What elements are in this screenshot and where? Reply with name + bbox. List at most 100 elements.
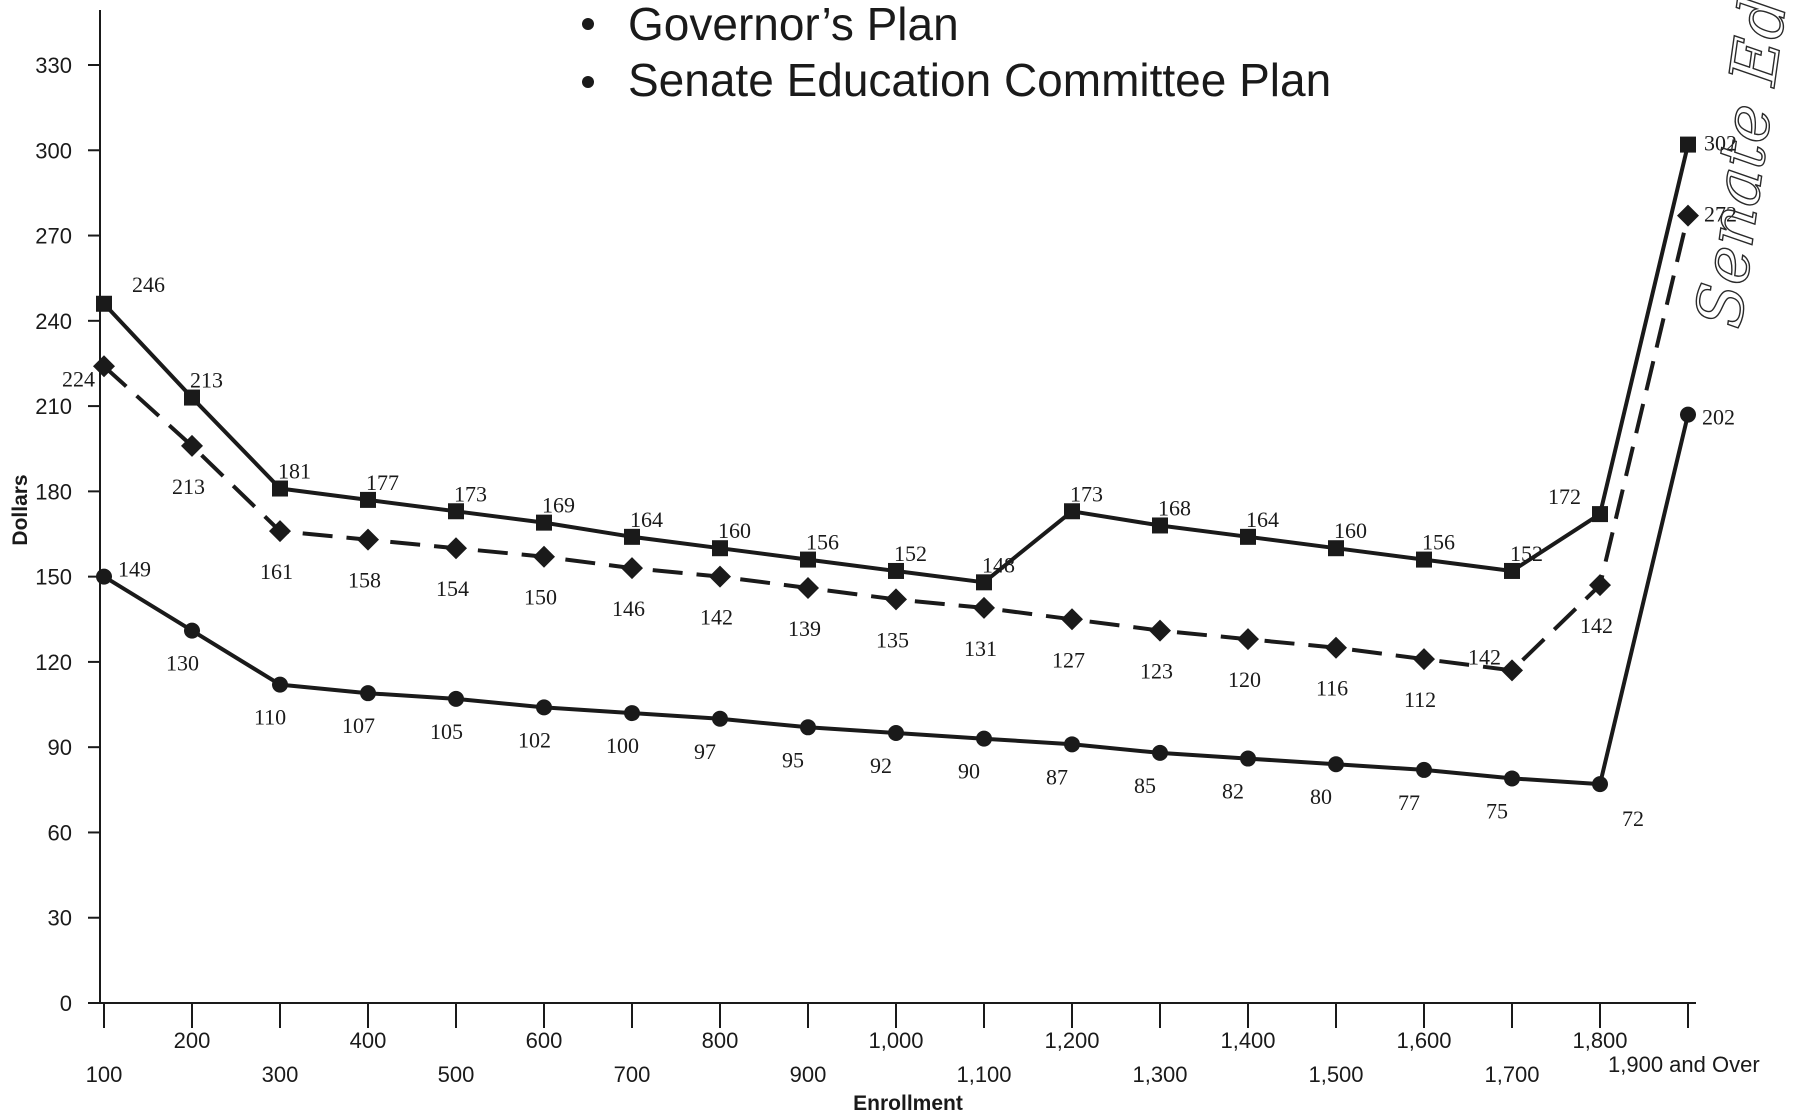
marker-governor-2 [272,480,288,497]
x-tick-label-17: 1,800 [1572,1028,1627,1053]
y-tick-label-7: 210 [35,394,72,419]
data-label-senate-committee-7: 142 [700,605,733,630]
data-label-governor-7: 160 [718,518,751,543]
marker-current-12 [1152,744,1168,761]
marker-current-0 [96,568,112,585]
x-tick-label-5: 600 [526,1028,563,1053]
marker-governor-11 [1064,503,1080,520]
data-label-current-12: 85 [1134,773,1156,798]
y-tick-label-4: 120 [35,650,72,675]
data-label-governor-2: 181 [278,459,311,484]
x-tick-label-1: 200 [174,1028,211,1053]
marker-senate-committee-4 [445,537,467,560]
x-tick-label-11: 1,200 [1044,1028,1099,1053]
marker-current-1 [184,622,200,639]
y-ticks: 0 30 60 90 120 150 180 210 240 270 300 330 [35,53,100,1016]
data-label-senate-committee-1: 213 [172,474,205,499]
data-label-governor-5: 169 [542,493,575,518]
marker-senate-committee-10 [973,596,995,619]
y-tick-label-9: 270 [35,224,72,249]
data-label-senate-committee-2: 161 [260,559,293,584]
data-label-current-18: 202 [1702,405,1735,430]
marker-governor-10 [976,574,992,591]
data-label-senate-committee-17: 142 [1580,613,1613,638]
y-tick-label-0: 0 [60,991,72,1016]
data-label-current-3: 107 [342,713,375,738]
marker-governor-0 [96,295,112,312]
x-tick-label-8: 900 [790,1062,827,1087]
marker-senate-committee-1 [181,434,203,457]
marker-governor-12 [1152,517,1168,534]
marker-senate-committee-3 [357,528,379,551]
marker-governor-16 [1504,562,1520,579]
x-axis-title: Enrollment [853,1092,963,1115]
x-tick-label-9: 1,000 [868,1028,923,1053]
data-label-senate-committee-6: 146 [612,596,645,621]
marker-current-15 [1416,761,1432,778]
marker-governor-4 [448,503,464,520]
legend-governor-plan: Governor’s Plan [628,0,959,50]
marker-governor-6 [624,528,640,545]
data-label-senate-committee-5: 150 [524,585,557,610]
marker-governor-3 [360,491,376,508]
marker-senate-committee-6 [621,557,643,580]
x-tick-label-15: 1,600 [1396,1028,1451,1053]
marker-senate-committee-15 [1413,648,1435,671]
marker-governor-15 [1416,551,1432,568]
series-layer [93,136,1699,793]
data-label-current-16: 75 [1486,798,1508,823]
data-label-governor-11: 173 [1070,481,1103,506]
data-label-senate-committee-4: 154 [436,576,469,601]
marker-current-18 [1680,406,1696,423]
data-label-governor-8: 156 [806,530,839,555]
data-label-senate-committee-16: 142 [1468,644,1501,669]
data-label-current-8: 95 [782,747,804,772]
marker-current-13 [1240,750,1256,767]
marker-governor-5 [536,514,552,531]
data-label-governor-6: 164 [630,507,663,532]
legend-senate-plan: Senate Education Committee Plan [628,54,1331,106]
data-label-senate-committee-13: 120 [1228,667,1261,692]
x-tick-label-7: 800 [702,1028,739,1053]
data-label-current-9: 92 [870,753,892,778]
marker-senate-committee-14 [1325,636,1347,659]
y-tick-label-11: 330 [35,53,72,78]
marker-senate-committee-12 [1149,619,1171,642]
data-label-governor-16: 152 [1510,541,1543,566]
data-label-senate-committee-11: 127 [1052,647,1085,672]
marker-governor-7 [712,540,728,557]
y-tick-label-5: 150 [35,565,72,590]
axes [99,10,1696,1004]
data-label-current-7: 97 [694,739,716,764]
marker-current-17 [1592,776,1608,793]
data-label-governor-0: 246 [132,272,165,297]
data-label-senate-committee-3: 158 [348,568,381,593]
data-label-governor-12: 168 [1158,495,1191,520]
y-tick-label-6: 180 [35,479,72,504]
data-labels: 246 213 181 177 173 169 164 160 156 152 148 173 168 1… [62,131,1737,832]
data-label-governor-13: 164 [1246,507,1279,532]
data-label-governor-10: 148 [982,552,1015,577]
legend: Governor’s Plan Senate Education Committ… [582,0,1331,106]
marker-current-10 [976,730,992,747]
marker-governor-18 [1680,136,1696,153]
y-tick-label-8: 240 [35,309,72,334]
data-label-governor-17: 172 [1548,484,1581,509]
data-label-senate-committee-14: 116 [1316,676,1348,701]
marker-governor-9 [888,562,904,579]
data-label-senate-committee-12: 123 [1140,659,1173,684]
marker-governor-8 [800,551,816,568]
data-label-senate-committee-9: 135 [876,627,909,652]
marker-current-14 [1328,756,1344,773]
x-tick-label-4: 500 [438,1062,475,1087]
marker-senate-committee-17 [1589,574,1611,597]
y-tick-label-2: 60 [48,820,72,845]
x-tick-label-2: 300 [262,1062,299,1087]
x-tick-label-10: 1,100 [956,1062,1011,1087]
data-label-current-1: 130 [166,651,199,676]
marker-current-8 [800,719,816,736]
marker-senate-committee-8 [797,577,819,600]
data-label-current-13: 82 [1222,779,1244,804]
data-label-senate-committee-15: 112 [1404,687,1436,712]
marker-current-11 [1064,736,1080,753]
